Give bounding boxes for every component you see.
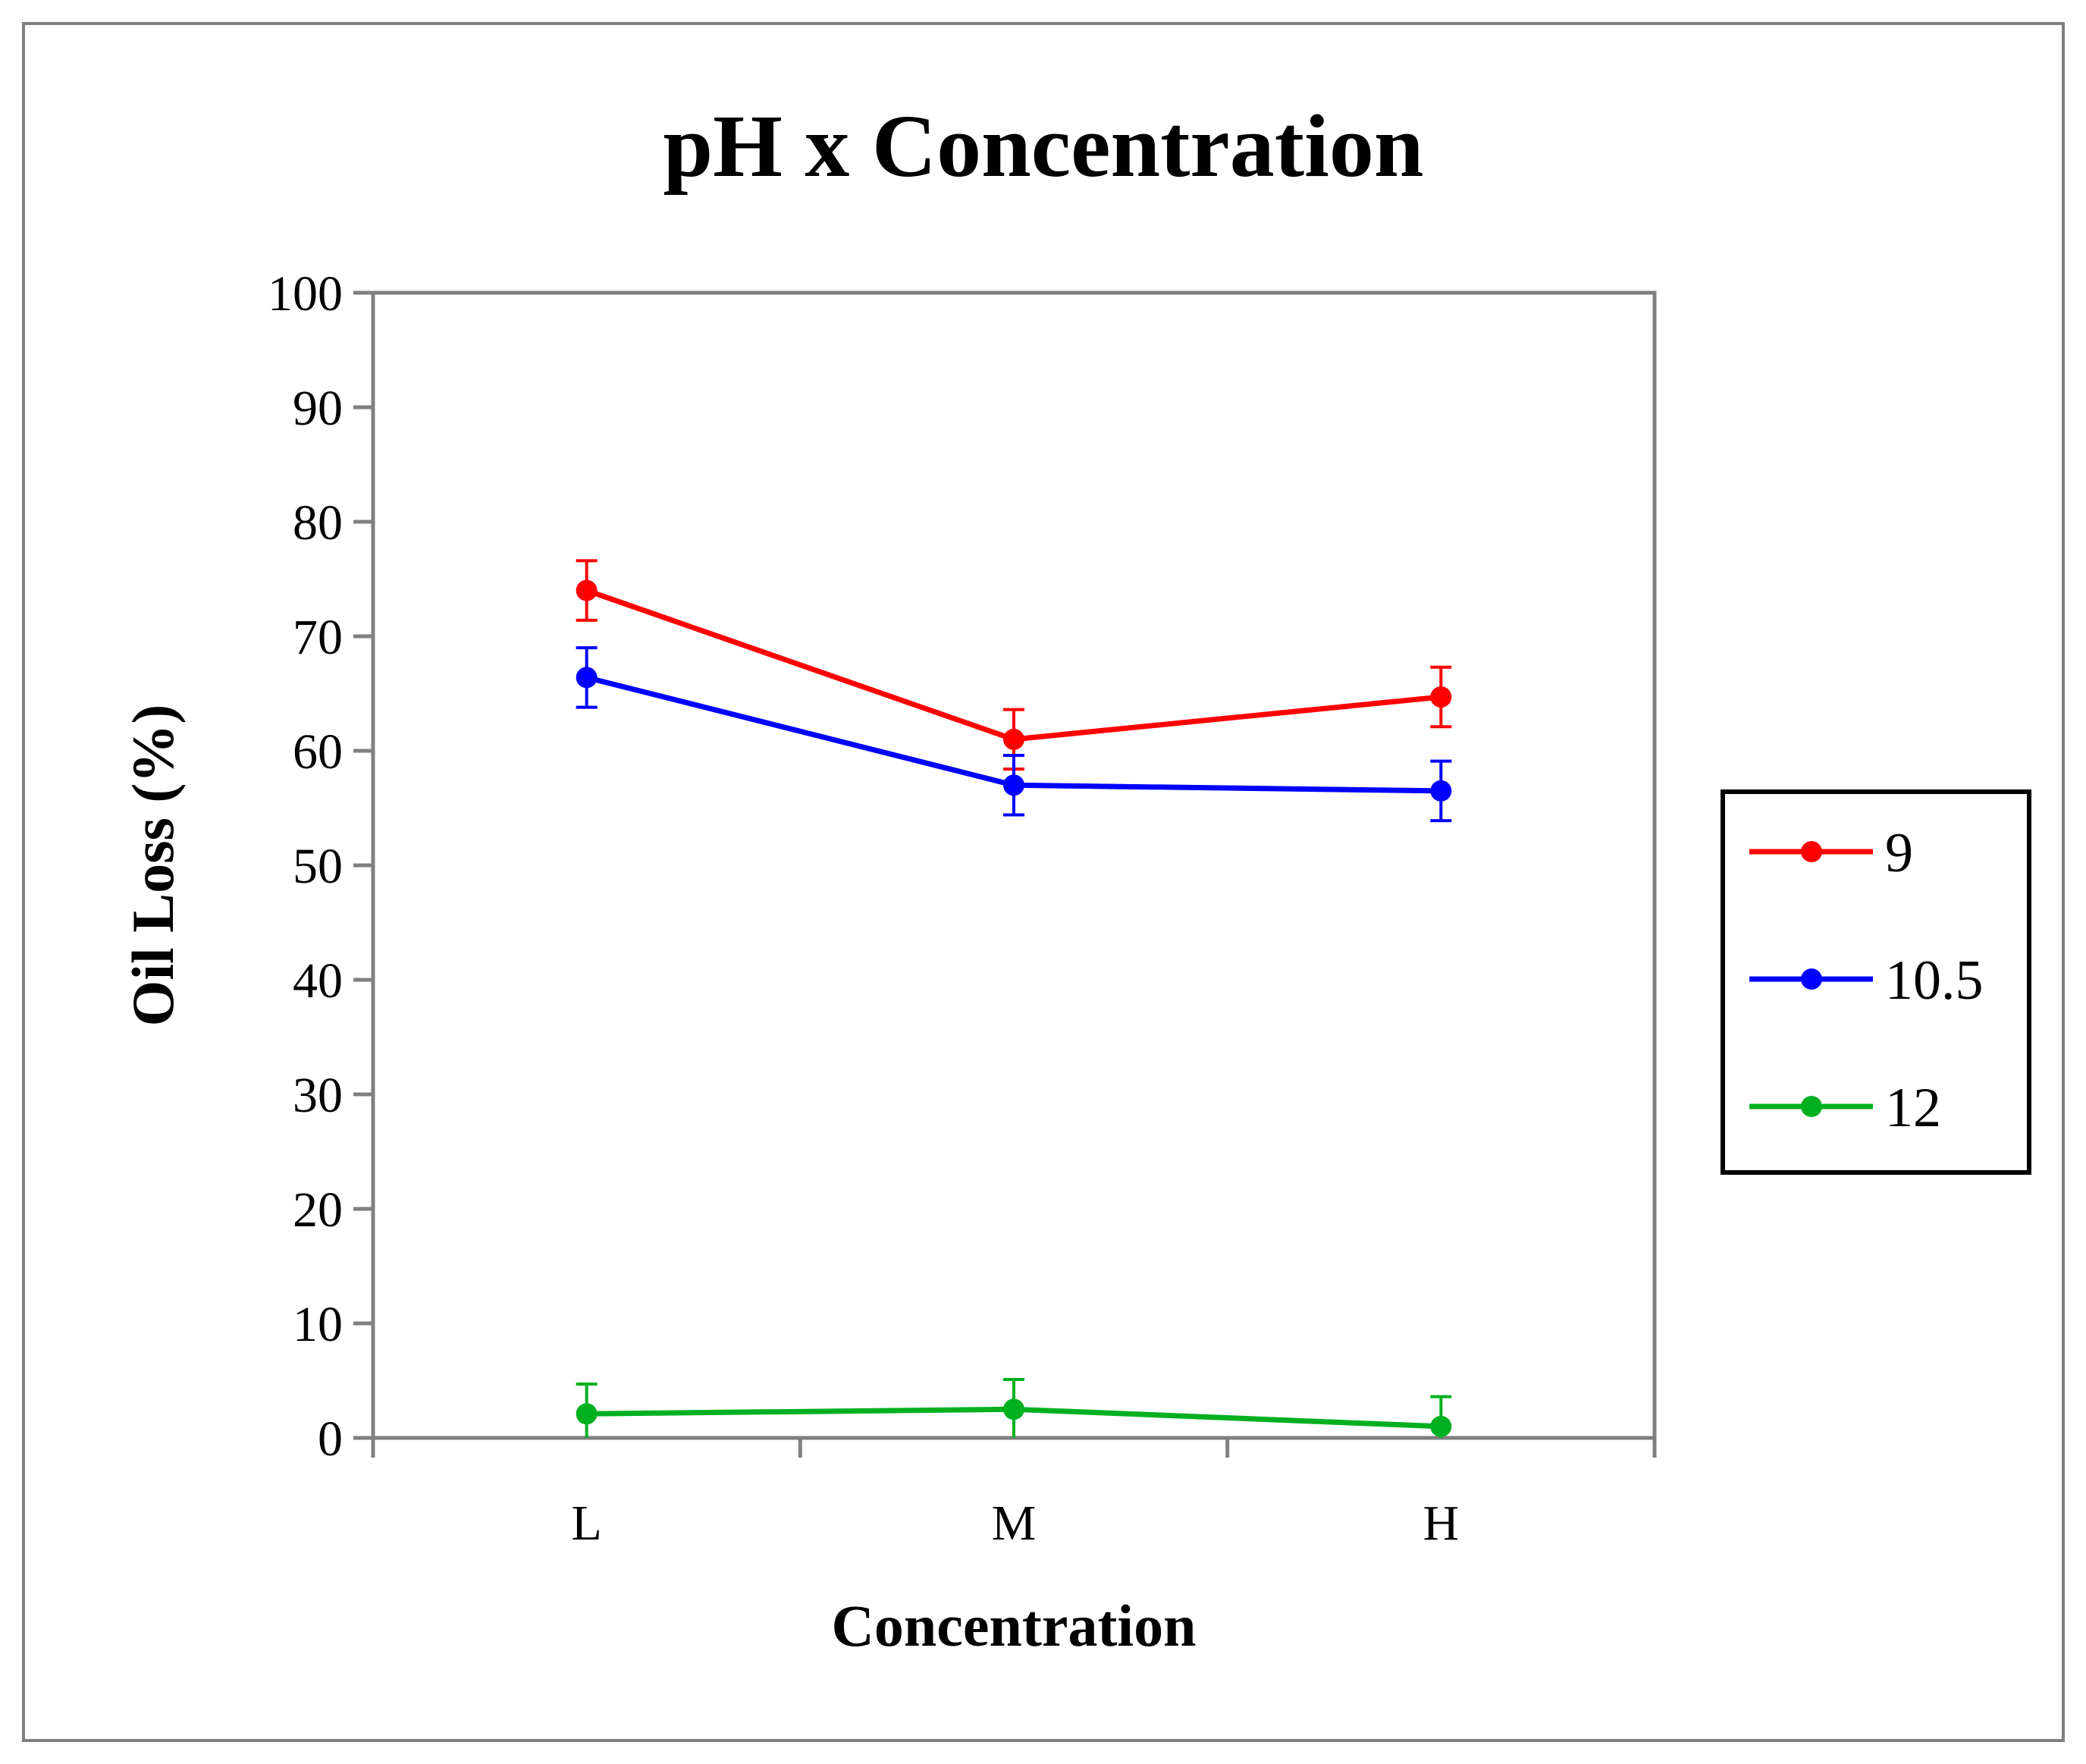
data-point (1430, 686, 1452, 708)
x-tick-label: H (1423, 1496, 1459, 1551)
legend-item: 10.5 (1749, 949, 1984, 1012)
y-tick-label: 20 (293, 1182, 343, 1238)
legend-label: 9 (1885, 822, 1913, 884)
data-point (1430, 780, 1452, 802)
series-12 (576, 1377, 1452, 1438)
legend: 9 10.5 12 (1721, 789, 2031, 1175)
y-tick-label: 90 (293, 381, 343, 436)
legend-item: 12 (1749, 1077, 1941, 1139)
legend-marker (1801, 1096, 1822, 1117)
data-point (576, 1403, 598, 1425)
series-10.5 (576, 646, 1452, 823)
y-tick-label: 30 (293, 1068, 343, 1123)
y-tick-label: 10 (293, 1297, 343, 1352)
y-tick-label: 80 (293, 495, 343, 551)
data-point (576, 579, 598, 601)
x-tick-label: M (992, 1496, 1037, 1551)
series-layer (576, 559, 1452, 1438)
y-tick-label: 70 (293, 610, 343, 665)
x-axis-title: Concentration (832, 1593, 1197, 1659)
legend-marker (1801, 968, 1822, 990)
y-axis-title: Oil Loss (%) (120, 705, 186, 1027)
data-point (1430, 1415, 1452, 1437)
x-tick-label: L (572, 1496, 602, 1551)
legend-label: 12 (1885, 1077, 1941, 1139)
y-tick-label: 100 (268, 266, 343, 322)
y-tick-label: 50 (293, 839, 343, 894)
data-point (576, 667, 598, 689)
chart-title: pH x Concentration (663, 96, 1424, 196)
legend-item: 9 (1749, 822, 1913, 884)
data-point (1003, 774, 1024, 796)
y-tick-label: 40 (293, 953, 343, 1009)
legend-marker (1801, 841, 1822, 862)
y-tick-label: 60 (293, 724, 343, 780)
legend-label: 10.5 (1885, 949, 1984, 1012)
y-tick-label: 0 (318, 1411, 343, 1467)
data-point (1003, 728, 1024, 750)
data-point (1003, 1398, 1024, 1420)
y-axis-ticks: 0 10 20 30 40 50 60 70 80 90 100 (268, 266, 373, 1467)
